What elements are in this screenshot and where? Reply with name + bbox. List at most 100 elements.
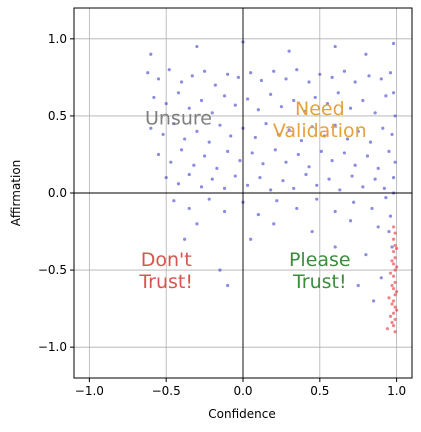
data-point (333, 245, 337, 249)
data-point (353, 80, 357, 84)
data-point (222, 94, 227, 98)
data-point (333, 44, 337, 49)
data-point (292, 186, 296, 190)
data-point (202, 154, 207, 158)
data-point (269, 188, 273, 192)
data-point (256, 108, 260, 112)
data-point (187, 206, 191, 211)
data-point (279, 105, 284, 109)
data-point (295, 68, 299, 72)
data-point (152, 95, 156, 100)
data-point (292, 98, 296, 103)
data-point (273, 148, 277, 152)
x-tick-label: −0.5 (152, 384, 181, 398)
data-point (259, 78, 264, 83)
x-tick-label: −1.0 (75, 384, 104, 398)
data-point (395, 265, 399, 269)
quadrant-labels: Unsure NeedValidationDon'tTrust!PleaseTru… (138, 98, 366, 293)
data-point (261, 162, 265, 166)
data-point (387, 149, 391, 153)
data-point (172, 199, 176, 203)
data-point (192, 163, 196, 167)
data-point (233, 103, 237, 107)
data-point (364, 52, 368, 56)
data-point (393, 160, 397, 164)
data-point (352, 200, 356, 204)
data-point (330, 159, 334, 163)
data-point (256, 212, 260, 217)
data-point (391, 299, 396, 303)
data-point (348, 106, 353, 110)
data-point (387, 296, 391, 300)
axes (73, 7, 413, 379)
data-point (384, 94, 388, 98)
data-point (395, 246, 399, 251)
data-point (385, 327, 390, 331)
data-point (376, 225, 380, 229)
data-point (172, 122, 176, 126)
data-point (226, 72, 230, 76)
data-point (368, 140, 373, 144)
data-point (391, 323, 396, 328)
data-point (393, 317, 397, 322)
data-point (210, 111, 214, 115)
quadrant-label: Please (289, 249, 351, 271)
data-point (258, 175, 262, 180)
data-point (213, 83, 217, 87)
data-point (276, 132, 280, 137)
quadrant-label: Trust! (292, 271, 347, 293)
data-point (318, 72, 322, 76)
data-point (215, 166, 219, 170)
data-point (367, 74, 371, 78)
data-point (176, 182, 181, 186)
data-point (218, 123, 222, 127)
data-point (373, 111, 377, 115)
data-point (388, 214, 393, 218)
x-tick-label: 1.0 (387, 384, 406, 398)
data-point (391, 274, 396, 278)
data-point (390, 259, 394, 263)
data-point (342, 151, 346, 155)
data-point (391, 225, 396, 229)
data-point (361, 185, 365, 189)
data-point (179, 148, 184, 152)
data-point (149, 126, 153, 130)
data-point (233, 174, 237, 178)
data-point (195, 129, 199, 133)
data-point (393, 305, 397, 309)
quadrant-label: Unsure (145, 107, 212, 129)
data-point (391, 41, 396, 46)
data-point (361, 98, 365, 103)
quadrant-label: Trust! (138, 271, 193, 293)
data-point (333, 123, 337, 127)
data-point (310, 125, 314, 129)
data-point (345, 137, 350, 141)
y-axis-ticks: −1.0 −0.5 0.0 0.5 1.0 (38, 32, 74, 354)
data-point (190, 74, 194, 78)
data-point (342, 69, 346, 73)
data-point (222, 209, 227, 214)
data-point (390, 245, 394, 249)
data-point (388, 271, 393, 275)
data-point (315, 183, 319, 187)
data-point (350, 174, 354, 178)
data-point (336, 91, 340, 95)
data-point (319, 149, 323, 153)
data-point (364, 253, 368, 257)
data-point (307, 165, 311, 169)
data-point (199, 185, 204, 189)
data-point (249, 237, 253, 241)
y-tick-label: −0.5 (38, 263, 67, 277)
x-axis-ticks: −1.0 −0.5 0.0 0.5 1.0 (75, 378, 406, 398)
data-point (183, 237, 187, 241)
data-point (390, 320, 394, 325)
data-point (393, 231, 397, 235)
data-point (295, 206, 299, 211)
data-point (356, 283, 360, 288)
data-point (302, 109, 307, 113)
data-point (226, 283, 230, 288)
data-point (379, 276, 383, 280)
data-point (381, 126, 385, 130)
data-point (395, 290, 399, 294)
